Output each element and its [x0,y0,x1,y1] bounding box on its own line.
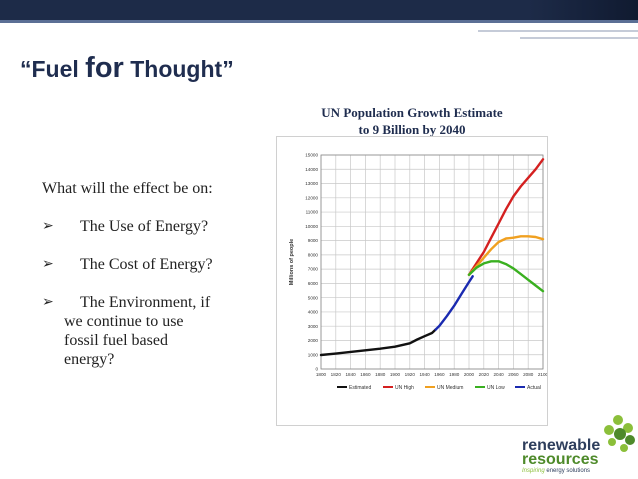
bullet-item: ➢ The Environment, if we continue to use… [42,293,267,369]
chart-heading-line: UN Population Growth Estimate [321,105,503,120]
legend-label: UN Low [487,385,505,391]
y-tick-label: 2000 [308,338,319,343]
x-tick-label: 1840 [345,372,356,377]
arrow-bullet-icon: ➢ [42,219,54,234]
y-tick-label: 11000 [306,210,319,215]
x-tick-label: 1920 [405,372,416,377]
top-banner-accent [0,20,638,23]
y-tick-label: 15000 [305,153,318,158]
y-tick-label: 4000 [308,310,319,315]
y-tick-label: 12000 [305,195,318,200]
leaf-cluster-icon [604,415,635,452]
y-tick-label: 0 [315,367,318,372]
x-tick-label: 2080 [523,372,534,377]
arrow-bullet-icon: ➢ [42,257,54,272]
renewable-resources-logo: renewable resources Inspiring energy sol… [522,415,635,474]
y-tick-label: 5000 [308,295,319,300]
series-line-un-medium [467,235,545,276]
legend-label: Actual [527,385,541,391]
plot-area-border [320,154,544,370]
logo-tagline: Inspiring energy solutions [522,468,590,474]
y-tick-label: 10000 [305,224,318,229]
x-tick-label: 1800 [316,372,327,377]
x-tick-label: 1880 [375,372,386,377]
bullet-text-continued: we continue to use [64,313,184,330]
legend-label: UN High [395,385,414,391]
decorative-line [478,30,638,32]
x-tick-label: 1860 [360,372,371,377]
x-tick-label: 1960 [434,372,445,377]
y-tick-label: 13000 [305,181,318,186]
y-tick-label: 8000 [308,252,319,257]
x-tick-label: 1940 [419,372,430,377]
title-text: “Fuel [20,56,86,82]
bullet-text: The Cost of Energy? [80,256,213,273]
logo-text-line2: resources [522,451,599,468]
y-axis-label: Millions of people [289,239,295,285]
y-tick-label: 6000 [308,281,319,286]
population-chart: 1800 1820 1840 1860 1880 1900 1920 1940 1960 1980… [276,136,549,426]
question-list: What will the effect be on: ➢ The Use of… [42,180,267,388]
series-line-actual [434,275,474,331]
logo-tagline-rest: energy solutions [545,468,590,474]
y-tick-label: 9000 [308,238,319,243]
series-line-un-low [467,260,545,293]
x-tick-label: 2020 [479,372,490,377]
y-tick-label: 7000 [308,267,319,272]
title-text: Thought” [123,56,234,82]
x-tick-label: 1820 [331,372,342,377]
title-text-emphasis: for [85,52,124,84]
question-intro: What will the effect be on: [42,180,213,197]
x-tick-label: 2060 [508,372,519,377]
x-tick-label: 2040 [493,372,504,377]
y-tick-label: 1000 [308,352,319,357]
arrow-bullet-icon: ➢ [42,295,54,310]
x-tick-label: 1900 [390,372,401,377]
legend-label: Estimated [349,385,371,391]
x-tick-label: 2100 [538,372,547,377]
chart-heading: UN Population Growth Estimate to 9 Billi… [276,104,548,138]
top-banner-shade [528,0,638,20]
chart-heading-line: to 9 Billion by 2040 [358,122,466,137]
bullet-text-continued: energy? [64,351,115,368]
logo-tagline-italic: Inspiring [522,468,545,474]
x-tick-label: 2000 [464,372,475,377]
bullet-text-continued: fossil fuel based [64,332,168,349]
series-line-un-high [467,158,545,276]
x-tick-label: 1980 [449,372,460,377]
y-tick-label: 3000 [308,324,319,329]
legend-label: UN Medium [437,385,463,391]
slide-title: “Fuel for Thought” [20,52,234,85]
bullet-text: The Use of Energy? [80,218,209,235]
bullet-text: The Environment, if [80,294,211,311]
population-chart-svg: 1800 1820 1840 1860 1880 1900 1920 1940 1960 1980… [289,153,549,391]
y-tick-label: 14000 [305,167,318,172]
series-line-estimated [319,328,437,357]
bullet-item: ➢ The Use of Energy? [42,217,267,236]
logo-text-line1: renewable [522,437,600,454]
decorative-line [520,37,638,39]
bullet-item: ➢ The Cost of Energy? [42,255,267,274]
top-banner [0,0,638,20]
